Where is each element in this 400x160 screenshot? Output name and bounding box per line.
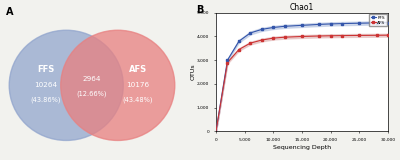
Text: 10176: 10176	[126, 82, 150, 88]
Text: 2964: 2964	[83, 76, 101, 82]
Text: 10264: 10264	[34, 82, 58, 88]
Title: Chao1: Chao1	[290, 3, 314, 12]
Legend: FFS, AFS: FFS, AFS	[369, 14, 387, 26]
Text: FFS: FFS	[37, 65, 55, 74]
Circle shape	[9, 30, 123, 140]
Text: A: A	[6, 7, 13, 17]
Y-axis label: OTUs: OTUs	[190, 64, 195, 80]
X-axis label: Sequencing Depth: Sequencing Depth	[273, 145, 331, 150]
Text: (12.66%): (12.66%)	[77, 90, 107, 97]
Text: (43.86%): (43.86%)	[31, 96, 61, 103]
Text: (43.48%): (43.48%)	[123, 96, 153, 103]
Text: AFS: AFS	[129, 65, 147, 74]
Text: B: B	[196, 5, 203, 15]
Circle shape	[61, 30, 175, 140]
